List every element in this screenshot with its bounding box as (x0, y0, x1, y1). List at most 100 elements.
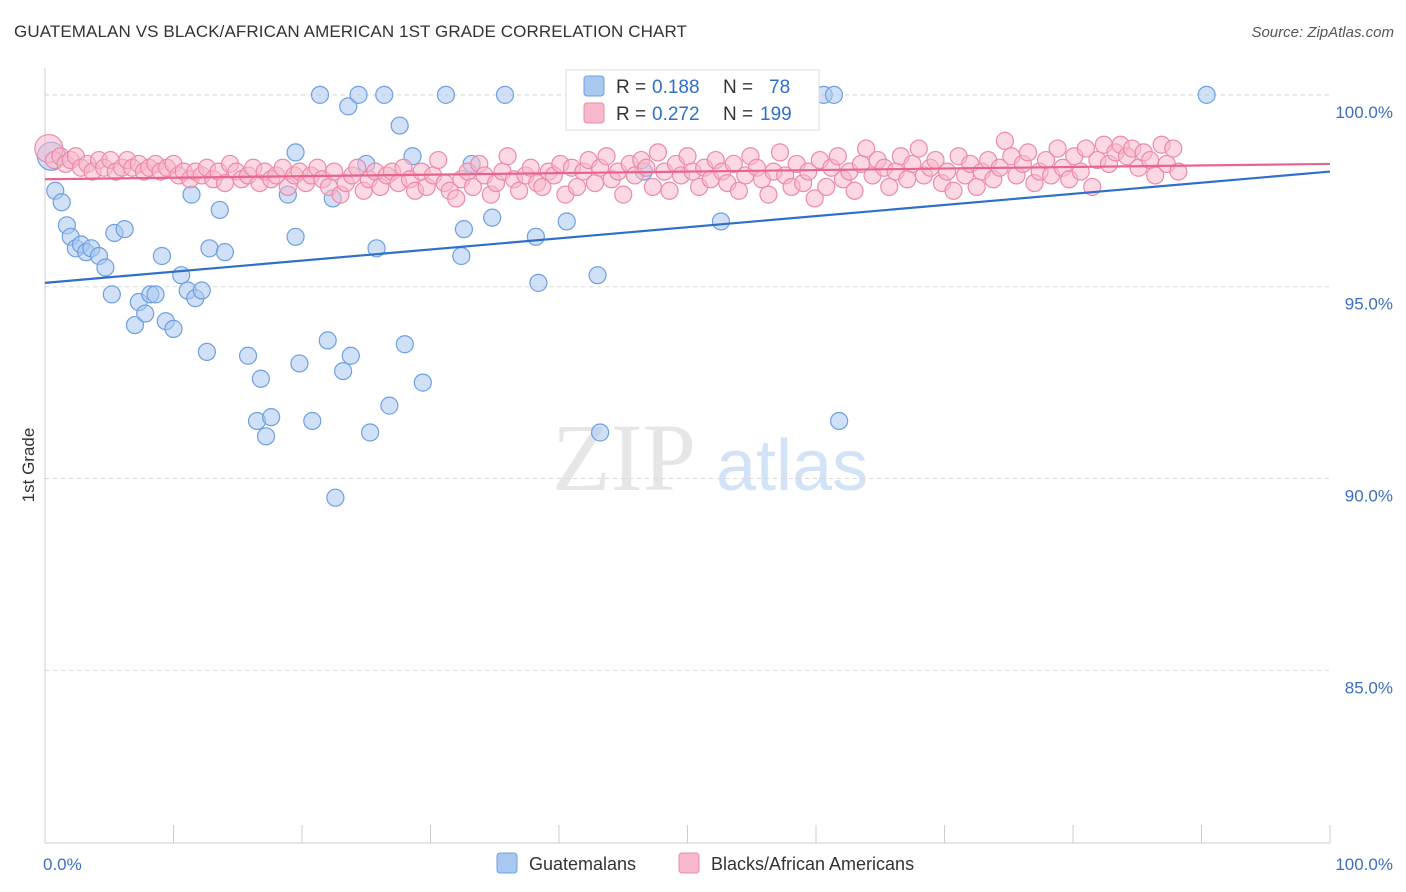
legend-swatch-blacks (678, 852, 700, 874)
data-point (845, 181, 864, 200)
watermark: ZIP atlas (552, 404, 868, 511)
data-point (290, 354, 309, 373)
legend-r-label-1: R = (616, 77, 646, 98)
data-point (1197, 85, 1216, 104)
data-point (452, 246, 471, 266)
data-point (436, 85, 456, 104)
data-point (498, 147, 517, 166)
y-tick-label: 100.0% (1335, 103, 1393, 122)
data-point (200, 239, 219, 258)
data-point (759, 185, 778, 204)
data-point (96, 258, 115, 277)
data-point (429, 150, 448, 170)
data-point (215, 243, 234, 262)
data-point (303, 411, 322, 431)
data-point (637, 158, 656, 177)
data-point (510, 181, 529, 200)
data-point (286, 143, 305, 162)
data-point (828, 147, 847, 166)
data-point (454, 220, 474, 239)
data-point (238, 346, 258, 365)
data-point (102, 285, 121, 304)
trend-lines (44, 162, 1331, 284)
data-point (341, 346, 360, 365)
legend-swatch-blue (583, 75, 605, 97)
legend-label-blacks: Blacks/African Americans (711, 854, 914, 874)
data-point (192, 281, 211, 300)
data-point (995, 131, 1014, 150)
data-point (967, 177, 986, 197)
data-point (711, 212, 731, 231)
data-point (310, 85, 330, 104)
data-point (526, 227, 545, 246)
x-tick-label-max: 100.0% (1335, 855, 1393, 874)
trend-line-blacks (44, 162, 1331, 181)
data-point (152, 246, 172, 266)
legend-r-value-1: 0.188 (652, 77, 700, 98)
data-point (591, 423, 610, 442)
data-point (413, 373, 432, 392)
data-point (262, 408, 281, 427)
data-point (909, 139, 928, 158)
data-point (326, 488, 345, 507)
data-point (115, 220, 134, 239)
data-point (361, 423, 380, 442)
data-point (944, 181, 963, 200)
data-point (197, 342, 217, 362)
data-point (588, 266, 607, 285)
data-point (567, 177, 587, 197)
y-tick-label: 95.0% (1345, 295, 1393, 314)
y-tick-label: 85.0% (1345, 678, 1393, 697)
data-point (529, 273, 548, 292)
data-point (770, 143, 790, 162)
data-point (724, 154, 743, 174)
data-point (483, 208, 502, 227)
data-point (164, 319, 183, 338)
data-point (857, 139, 876, 158)
legend-n-value-1: 78 (769, 77, 790, 98)
data-point (597, 147, 616, 166)
data-point (1048, 139, 1067, 158)
data-point (660, 181, 679, 200)
y-tick-label: 90.0% (1345, 487, 1393, 506)
legend-swatch-guatemalans (496, 852, 518, 874)
data-point (648, 143, 668, 162)
source-credit: Source: ZipAtlas.com (1251, 24, 1394, 41)
axes (44, 68, 1331, 844)
data-point (614, 185, 633, 204)
x-tick-labels: 0.0% 100.0% (43, 855, 1393, 874)
data-point (1164, 139, 1183, 158)
legend-label-guatemalans: Guatemalans (529, 854, 636, 874)
data-point (1076, 139, 1095, 158)
data-point (495, 85, 515, 104)
data-point (898, 170, 917, 189)
legend-n-label-2: N = (723, 104, 753, 125)
data-point (447, 189, 466, 208)
data-point (395, 335, 414, 354)
data-point (182, 185, 201, 204)
legend-swatch-pink (583, 102, 605, 124)
legend-r-label-2: R = (616, 104, 646, 125)
data-point (799, 162, 818, 181)
data-point (824, 85, 844, 104)
y-tick-labels: 85.0% 90.0% 95.0% 100.0% (1335, 103, 1393, 697)
data-point (349, 85, 368, 104)
legend-n-value-2: 199 (760, 104, 792, 125)
data-point (334, 361, 353, 381)
data-point (380, 396, 399, 415)
data-point (678, 147, 697, 166)
data-point (136, 304, 155, 323)
data-point (729, 181, 749, 200)
data-point (817, 177, 836, 197)
data-point (830, 411, 849, 431)
data-point (210, 200, 229, 220)
data-point (937, 162, 957, 181)
data-point (146, 285, 165, 304)
data-point (643, 177, 662, 197)
data-point (805, 189, 824, 208)
legend-n-label-1: N = (723, 77, 753, 98)
x-tick-label-min: 0.0% (43, 855, 82, 874)
data-point (251, 369, 270, 388)
data-point (585, 173, 605, 193)
